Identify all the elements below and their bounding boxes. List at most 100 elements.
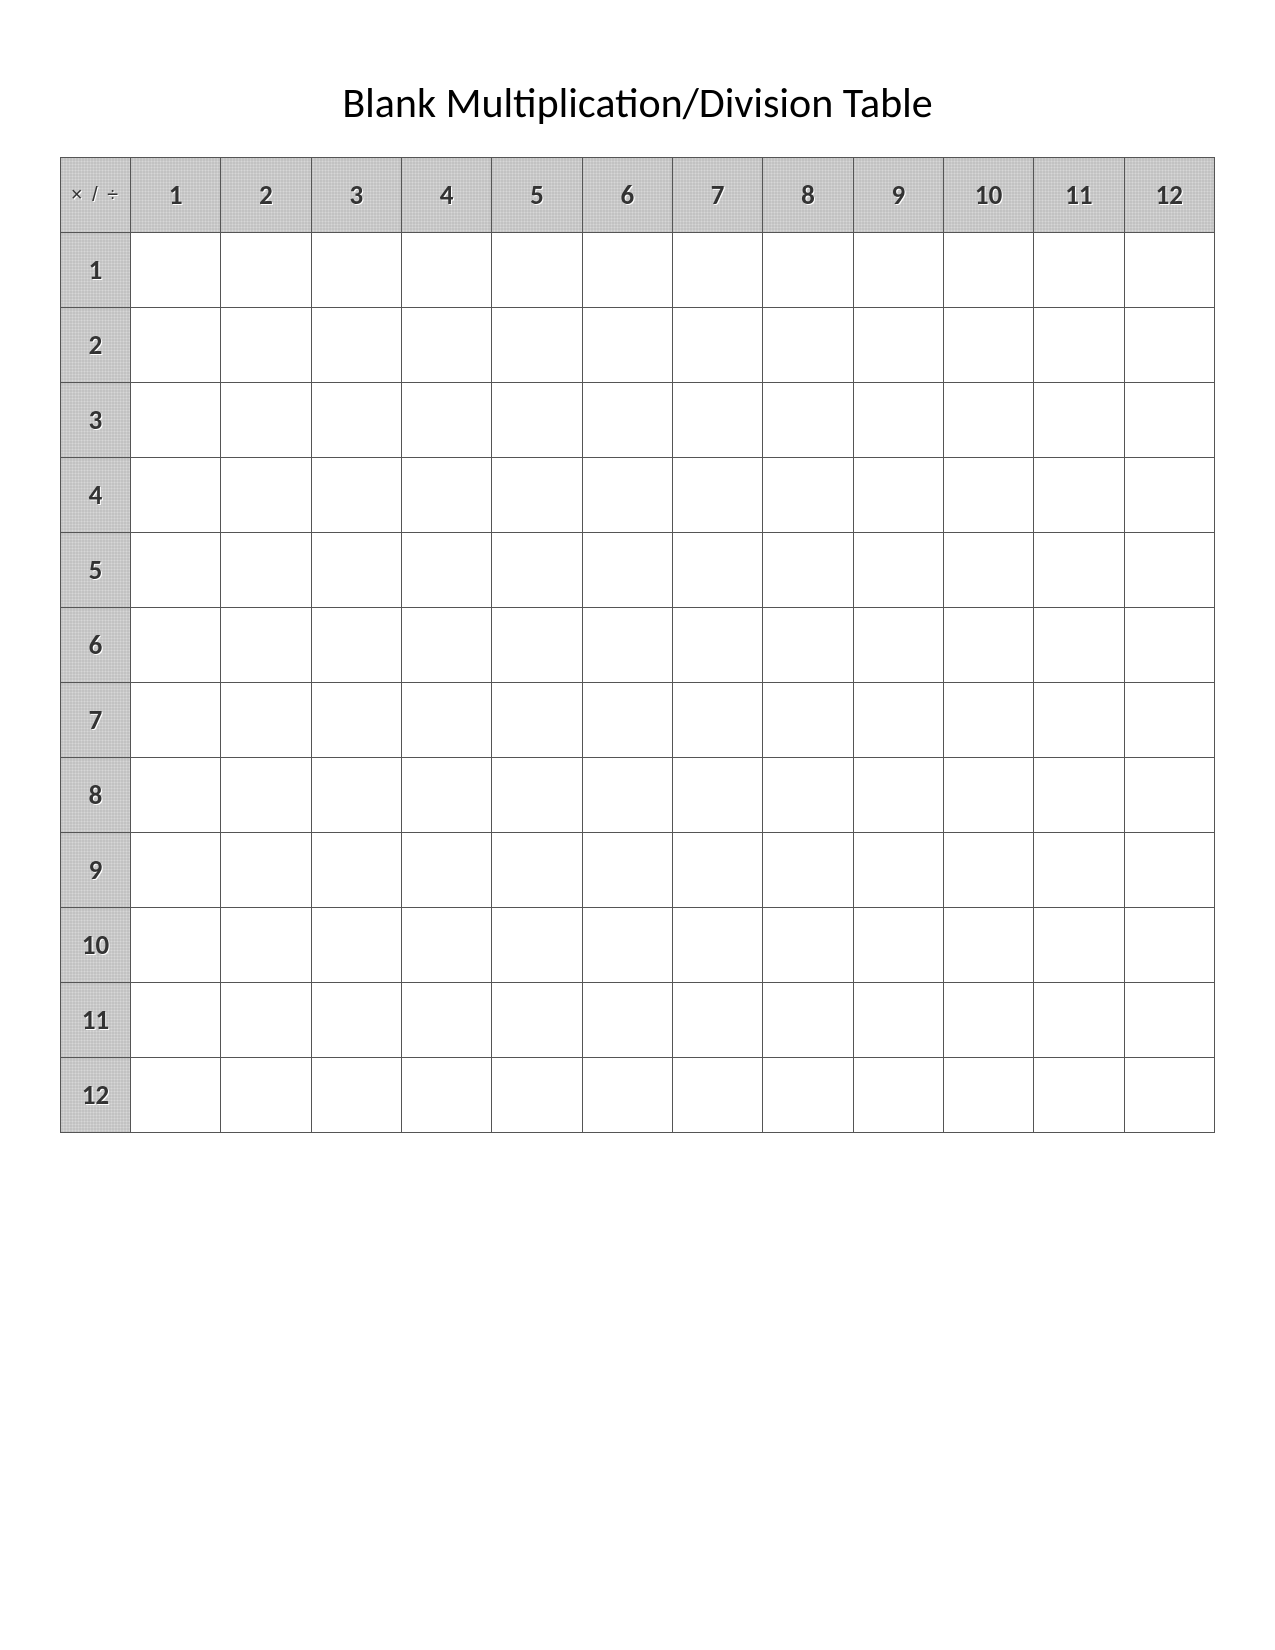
data-cell (401, 983, 491, 1058)
data-cell (221, 533, 311, 608)
data-cell (401, 1058, 491, 1133)
data-cell (582, 533, 672, 608)
data-cell (492, 308, 582, 383)
data-cell (131, 683, 221, 758)
row-header: 9 (61, 833, 131, 908)
column-header: 4 (401, 158, 491, 233)
data-cell (582, 383, 672, 458)
data-cell (1124, 758, 1214, 833)
table-row: 3 (61, 383, 1215, 458)
data-cell (311, 833, 401, 908)
table-row: 2 (61, 308, 1215, 383)
data-cell (492, 608, 582, 683)
data-cell (492, 983, 582, 1058)
data-cell (1034, 308, 1124, 383)
data-cell (853, 233, 943, 308)
row-header: 6 (61, 608, 131, 683)
data-cell (221, 683, 311, 758)
data-cell (582, 758, 672, 833)
data-cell (1034, 683, 1124, 758)
data-cell (131, 458, 221, 533)
data-cell (853, 1058, 943, 1133)
row-header: 8 (61, 758, 131, 833)
data-cell (672, 908, 762, 983)
data-cell (763, 833, 853, 908)
data-cell (311, 533, 401, 608)
data-cell (672, 383, 762, 458)
row-header: 1 (61, 233, 131, 308)
column-header: 12 (1124, 158, 1214, 233)
data-cell (853, 458, 943, 533)
data-cell (763, 908, 853, 983)
data-cell (221, 458, 311, 533)
row-header: 7 (61, 683, 131, 758)
data-cell (853, 908, 943, 983)
data-cell (853, 308, 943, 383)
data-cell (672, 833, 762, 908)
data-cell (672, 458, 762, 533)
data-cell (311, 983, 401, 1058)
row-header: 5 (61, 533, 131, 608)
data-cell (672, 683, 762, 758)
table-row: 4 (61, 458, 1215, 533)
column-header: 11 (1034, 158, 1124, 233)
data-cell (492, 383, 582, 458)
data-cell (492, 1058, 582, 1133)
column-header: 8 (763, 158, 853, 233)
table-row: 8 (61, 758, 1215, 833)
row-header: 12 (61, 1058, 131, 1133)
data-cell (672, 983, 762, 1058)
data-cell (1124, 308, 1214, 383)
data-cell (401, 533, 491, 608)
data-cell (943, 533, 1033, 608)
data-cell (492, 758, 582, 833)
data-cell (401, 383, 491, 458)
data-cell (1124, 908, 1214, 983)
row-header: 4 (61, 458, 131, 533)
data-cell (672, 233, 762, 308)
data-cell (401, 833, 491, 908)
table-row: 6 (61, 608, 1215, 683)
data-cell (672, 608, 762, 683)
data-cell (492, 908, 582, 983)
data-cell (1034, 608, 1124, 683)
column-header: 6 (582, 158, 672, 233)
data-cell (943, 1058, 1033, 1133)
data-cell (582, 308, 672, 383)
row-header: 11 (61, 983, 131, 1058)
data-cell (401, 308, 491, 383)
table-row: 1 (61, 233, 1215, 308)
data-cell (221, 908, 311, 983)
worksheet-page: Blank Multiplication/Division Table × / … (0, 0, 1275, 1650)
data-cell (221, 833, 311, 908)
data-cell (492, 458, 582, 533)
row-header: 2 (61, 308, 131, 383)
table-row: 11 (61, 983, 1215, 1058)
data-cell (221, 758, 311, 833)
data-cell (1124, 533, 1214, 608)
data-cell (582, 1058, 672, 1133)
data-cell (401, 908, 491, 983)
data-cell (1034, 983, 1124, 1058)
data-cell (763, 1058, 853, 1133)
data-cell (311, 758, 401, 833)
data-cell (1034, 533, 1124, 608)
data-cell (943, 608, 1033, 683)
data-cell (221, 383, 311, 458)
data-cell (582, 833, 672, 908)
column-header: 1 (131, 158, 221, 233)
data-cell (763, 608, 853, 683)
data-cell (221, 1058, 311, 1133)
data-cell (763, 458, 853, 533)
data-cell (311, 233, 401, 308)
data-cell (492, 683, 582, 758)
data-cell (943, 383, 1033, 458)
data-cell (763, 233, 853, 308)
data-cell (1124, 233, 1214, 308)
data-cell (1034, 1058, 1124, 1133)
data-cell (131, 908, 221, 983)
data-cell (1034, 458, 1124, 533)
data-cell (1124, 1058, 1214, 1133)
data-cell (131, 533, 221, 608)
data-cell (131, 758, 221, 833)
